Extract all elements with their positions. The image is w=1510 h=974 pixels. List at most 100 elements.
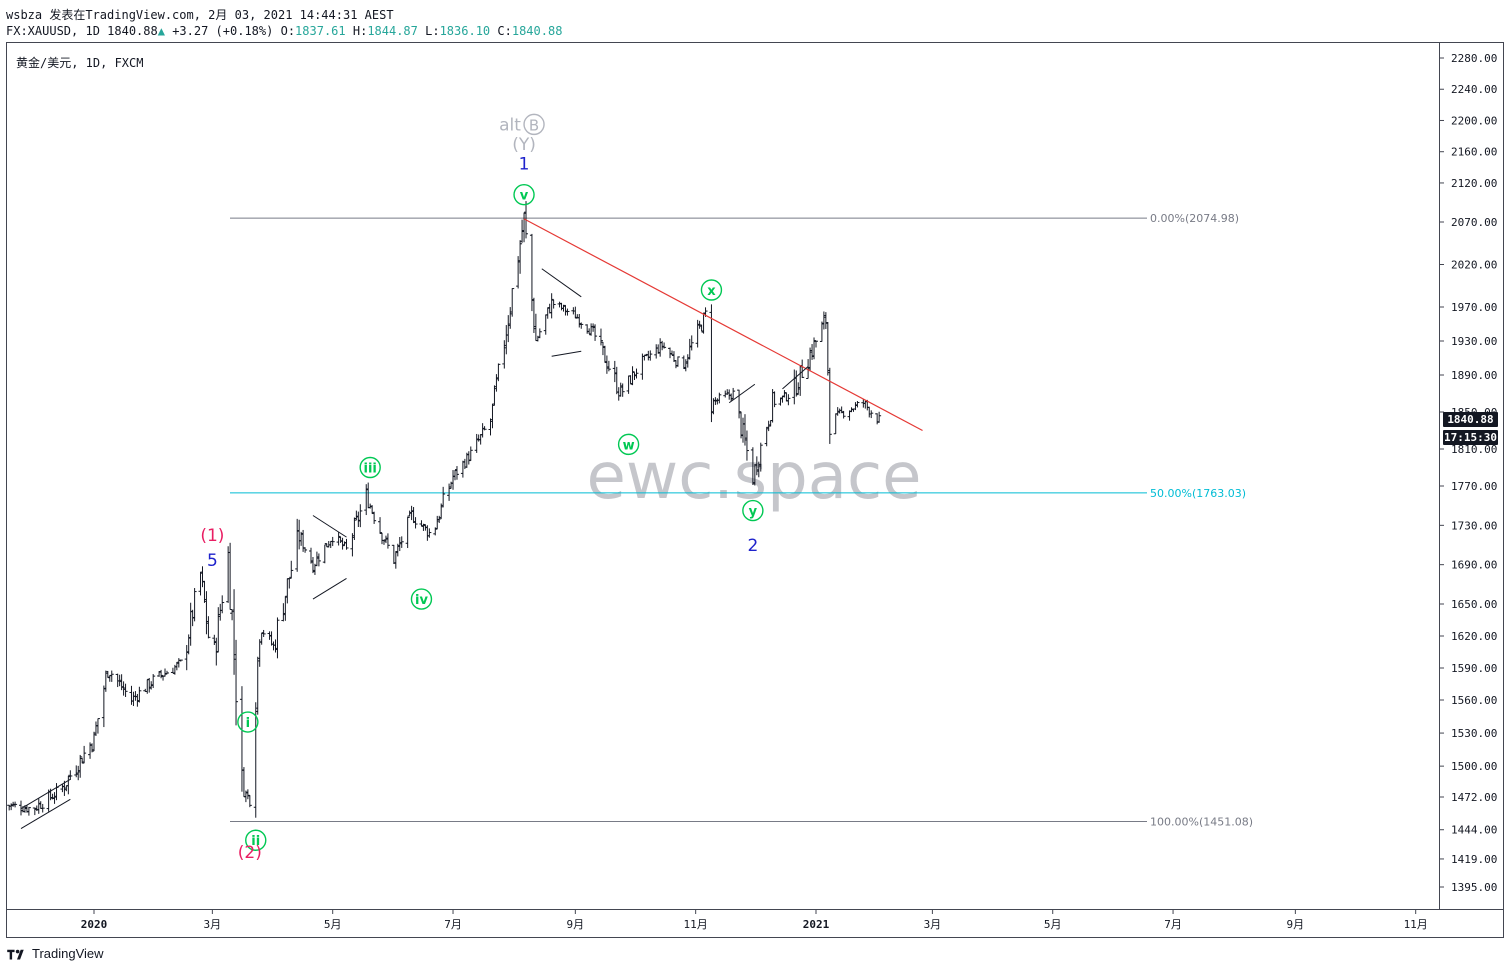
wave-label-text: (1) xyxy=(200,526,224,546)
change-text: +3.27 (+0.18%) xyxy=(172,24,274,38)
time-tick-label: 9月 xyxy=(567,918,585,931)
footer[interactable]: TradingView xyxy=(6,946,104,961)
price-tick-label: 1650.00 xyxy=(1451,598,1497,611)
price-tick-label: 1419.00 xyxy=(1451,853,1497,866)
wave-label-text: B xyxy=(529,116,539,134)
wave-label-circle xyxy=(410,588,433,610)
triangle-line xyxy=(312,515,347,538)
wave-label-text: 1 xyxy=(519,154,530,174)
wave-label-circle xyxy=(742,499,764,522)
close-label: C: xyxy=(497,24,512,38)
open-value: 1837.61 xyxy=(295,24,346,38)
wave-label-text: iv xyxy=(415,593,428,608)
countdown-tag: 17:15:30 xyxy=(1443,430,1498,445)
wave-label-text: x xyxy=(707,284,716,299)
wave-label-circle xyxy=(237,711,259,733)
time-tick-label: 5月 xyxy=(324,918,342,931)
wave-label-circle xyxy=(245,829,267,851)
price-tick-label: 1472.00 xyxy=(1451,791,1497,804)
triangle-line xyxy=(312,578,347,600)
wedge-line xyxy=(20,778,71,810)
price-axis[interactable] xyxy=(1440,42,1504,910)
wave-label-circle xyxy=(523,113,545,136)
channel-line xyxy=(782,366,809,390)
tradingview-logo-icon xyxy=(7,949,24,959)
high-value: 1844.87 xyxy=(367,24,418,38)
price-tick-label: 2280.00 xyxy=(1451,52,1497,65)
price-tick-label: 1770.00 xyxy=(1451,480,1497,493)
price-tick-label: 1620.00 xyxy=(1451,630,1497,643)
wave-label-text: y xyxy=(749,505,758,520)
price-tick-label: 1930.00 xyxy=(1451,335,1497,348)
price-tick-label: 2160.00 xyxy=(1451,146,1497,159)
wave-label-text: 2 xyxy=(747,536,758,556)
channel-line xyxy=(728,383,756,404)
price-tick-label: 1395.00 xyxy=(1451,881,1497,894)
price-tick-label: 1560.00 xyxy=(1451,694,1497,707)
price-tick-label: 2200.00 xyxy=(1451,114,1497,127)
wave-label-text: (2) xyxy=(238,843,262,863)
wave-label-alt: alt xyxy=(499,115,521,135)
wave-label-text: iii xyxy=(363,462,376,477)
time-tick-label: 3月 xyxy=(204,918,222,931)
time-tick-label: 2021 xyxy=(803,918,830,931)
time-axis[interactable] xyxy=(6,910,1504,938)
chart-header-line1: wsbza 发表在TradingView.com, 2月 03, 2021 14… xyxy=(6,6,394,23)
time-tick-label: 9月 xyxy=(1287,918,1305,931)
price-tick-label: 1530.00 xyxy=(1451,727,1497,740)
last-price: 1840.88 xyxy=(107,24,158,38)
fib-level-label: 50.00%(1763.03) xyxy=(1150,487,1246,500)
close-value: 1840.88 xyxy=(511,24,563,38)
price-tick-label: 1970.00 xyxy=(1451,301,1497,314)
time-tick-label: 3月 xyxy=(924,918,942,931)
fib-level-label: 0.00%(2074.98) xyxy=(1150,212,1239,225)
tradingview-brand: TradingView xyxy=(32,946,104,961)
resistance-trendline xyxy=(523,218,923,432)
time-tick-label: 7月 xyxy=(444,918,462,931)
price-tick-label: 1590.00 xyxy=(1451,662,1497,675)
publisher-text: wsbza 发表在TradingView.com, 2月 03, 2021 14… xyxy=(6,8,394,22)
wave-label-text: v xyxy=(520,189,529,204)
symbol-text: FX:XAUUSD, 1D xyxy=(6,24,100,38)
wave-label-text: 5 xyxy=(207,551,218,571)
price-tick-label: 2240.00 xyxy=(1451,83,1497,96)
watermark-text: ewc.space xyxy=(587,440,922,514)
price-tick-label: 2120.00 xyxy=(1451,177,1497,190)
ohlc-header: FX:XAUUSD, 1D 1840.88▲ +3.27 (+0.18%) O:… xyxy=(6,24,562,38)
price-tick-label: 1500.00 xyxy=(1451,760,1497,773)
triangle-line xyxy=(541,268,582,298)
wedge-line xyxy=(20,798,71,829)
triangle-line xyxy=(551,350,582,357)
low-value: 1836.10 xyxy=(439,24,491,38)
price-tick-label: 1890.00 xyxy=(1451,369,1497,382)
open-label: O: xyxy=(280,24,296,38)
price-tick-label: 2020.00 xyxy=(1451,259,1497,272)
wave-label-circle xyxy=(700,279,723,301)
wave-label-circle xyxy=(513,183,535,206)
price-tick-label: 1690.00 xyxy=(1451,559,1497,572)
wave-label-text: i xyxy=(246,716,250,731)
price-tick-label: 1810.00 xyxy=(1451,443,1497,456)
high-label: H: xyxy=(352,24,368,38)
ohlc-bars xyxy=(7,201,882,818)
price-tick-label: 1444.00 xyxy=(1451,824,1497,837)
chart-pane[interactable] xyxy=(6,42,1440,910)
wave-label-text: ii xyxy=(251,834,260,849)
wave-label-text: w xyxy=(623,438,635,453)
time-tick-label: 2020 xyxy=(81,918,108,931)
price-tick-label: 2070.00 xyxy=(1451,216,1497,229)
time-tick-label: 11月 xyxy=(684,918,708,931)
wave-label-circle xyxy=(359,456,381,479)
symbol-label: 黄金/美元, 1D, FXCM xyxy=(16,56,144,70)
change-arrow-icon: ▲ xyxy=(157,24,165,38)
fib-level-label: 100.00%(1451.08) xyxy=(1150,815,1253,828)
time-tick-label: 7月 xyxy=(1164,918,1182,931)
low-label: L: xyxy=(425,24,440,38)
last-price-tag: 1840.88 xyxy=(1443,412,1498,427)
price-tick-label: 1730.00 xyxy=(1451,519,1497,532)
time-tick-label: 5月 xyxy=(1044,918,1062,931)
wave-label-circle xyxy=(617,433,640,456)
time-tick-label: 11月 xyxy=(1404,918,1428,931)
wave-label-text: (Y) xyxy=(512,135,536,155)
